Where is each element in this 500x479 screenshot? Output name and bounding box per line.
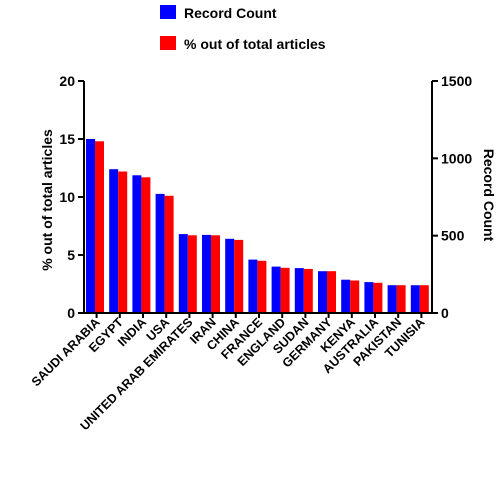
bar-percent-5 (211, 235, 220, 313)
bar-percent-11 (350, 280, 360, 313)
y2-tick-label: 1500 (441, 73, 472, 89)
bar-percent-14 (419, 285, 429, 313)
bar-record-count-5 (202, 234, 211, 313)
bar-percent-9 (303, 268, 313, 313)
bar-percent-0 (95, 141, 104, 313)
bar-percent-12 (373, 282, 383, 313)
y2-tick-label: 0 (441, 305, 449, 321)
bar-record-count-2 (132, 175, 142, 313)
y2-tick-label: 500 (441, 228, 465, 244)
y2-axis-title: Record Count (481, 149, 497, 242)
bar-percent-7 (257, 260, 267, 313)
bar-record-count-6 (225, 238, 235, 313)
legend-swatch-record-count (160, 5, 176, 19)
legend-label-percent: % out of total articles (184, 36, 326, 52)
bar-percent-2 (141, 177, 151, 313)
bar-percent-6 (234, 239, 244, 313)
y-tick-label: 15 (59, 131, 75, 147)
bar-record-count-10 (318, 271, 327, 313)
y2-tick-label: 1000 (441, 150, 472, 166)
y-tick-label: 0 (67, 305, 75, 321)
bar-percent-1 (118, 171, 128, 313)
bar-percent-8 (280, 267, 290, 313)
legend-swatch-percent (160, 36, 176, 50)
bar-record-count-0 (86, 139, 95, 313)
bar-record-count-9 (294, 268, 304, 313)
bar-record-count-1 (109, 169, 119, 313)
bars-group (86, 139, 429, 313)
bar-percent-10 (327, 271, 336, 313)
y-axis-title: % out of total articles (39, 129, 55, 271)
bar-record-count-8 (271, 266, 281, 313)
legend-label-record-count: Record Count (184, 5, 277, 21)
y-tick-label: 5 (67, 247, 75, 263)
bar-record-count-7 (248, 259, 258, 313)
bar-percent-4 (187, 235, 197, 313)
bar-percent-13 (396, 285, 406, 313)
bar-record-count-14 (410, 285, 420, 313)
y-tick-label: 20 (59, 73, 75, 89)
x-tick-label: SAUDI ARABIA (29, 315, 103, 389)
bar-percent-3 (164, 195, 174, 313)
bar-record-count-4 (178, 234, 188, 313)
bar-record-count-12 (364, 282, 374, 313)
y-tick-label: 10 (59, 189, 75, 205)
bar-record-count-13 (387, 285, 397, 313)
bar-record-count-11 (341, 279, 351, 313)
legend: Record Count % out of total articles (160, 5, 326, 52)
bar-record-count-3 (155, 193, 165, 313)
